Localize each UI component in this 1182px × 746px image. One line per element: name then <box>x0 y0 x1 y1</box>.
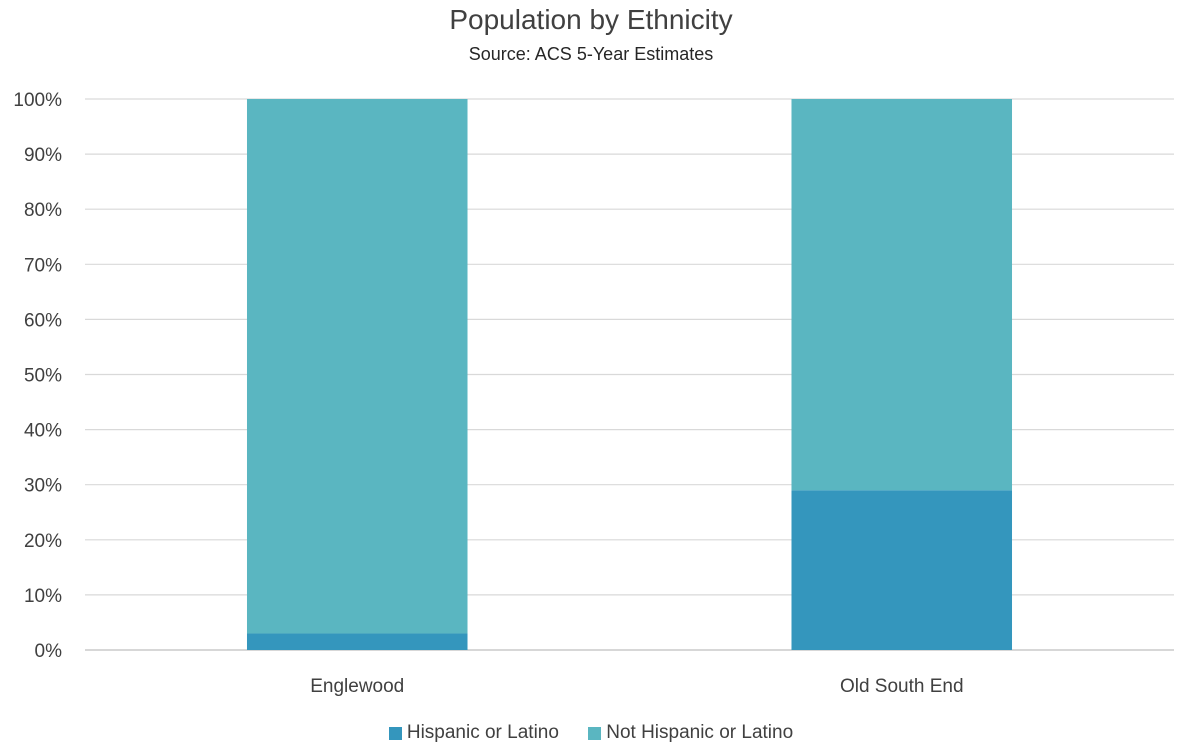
legend-swatch-not-hispanic <box>588 726 602 740</box>
y-tick-label: 30% <box>24 476 62 497</box>
y-tick-label: 70% <box>24 255 62 276</box>
bar-not-hispanic-0 <box>246 99 468 634</box>
y-tick-label: 20% <box>24 531 62 552</box>
chart-subtitle: Source: ACS 5-Year Estimates <box>468 44 714 64</box>
y-tick-label: 0% <box>35 641 63 662</box>
bar-not-hispanic-1 <box>791 99 1013 491</box>
chart-title: Population by Ethnicity <box>449 4 733 35</box>
bar-hispanic-0 <box>246 633 468 650</box>
legend-label-hispanic: Hispanic or Latino <box>406 722 559 743</box>
x-tick-label: Englewood <box>310 676 404 697</box>
x-tick-label: Old South End <box>840 676 964 697</box>
y-tick-label: 10% <box>24 586 62 607</box>
y-tick-label: 60% <box>24 310 62 331</box>
legend-label-not-hispanic: Not Hispanic or Latino <box>606 722 794 743</box>
legend-item-not-hispanic: Not Hispanic or Latino <box>588 722 793 744</box>
y-tick-label: 90% <box>24 145 62 166</box>
y-tick-label: 50% <box>24 366 62 387</box>
legend: Hispanic or Latino Not Hispanic or Latin… <box>0 722 1182 746</box>
y-tick-label: 100% <box>13 90 62 111</box>
y-tick-label: 80% <box>24 200 62 221</box>
y-tick-label: 40% <box>24 421 62 442</box>
legend-item-hispanic: Hispanic or Latino <box>388 722 559 744</box>
bar-hispanic-1 <box>791 490 1013 650</box>
legend-swatch-hispanic <box>388 726 402 740</box>
